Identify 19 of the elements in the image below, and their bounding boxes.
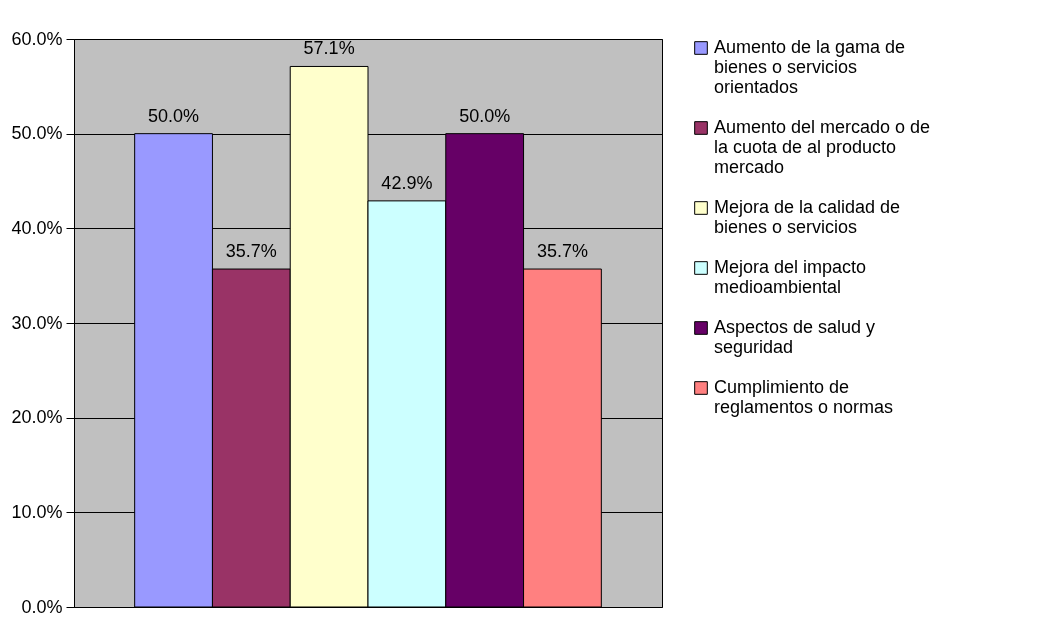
data-label: 42.9%	[381, 172, 433, 193]
y-tick-label: 50.0%	[11, 123, 63, 144]
legend-label: Mejora del impacto medioambiental	[714, 257, 867, 297]
data-label: 50.0%	[459, 105, 511, 126]
legend-label: Mejora de la calidad de bienes o servicios	[714, 197, 901, 237]
data-label: 35.7%	[225, 241, 277, 262]
legend-label: Aspectos de salud y seguridad	[714, 317, 876, 357]
legend-label: Aumento del mercado o de la cuota de al producto mercado	[714, 117, 931, 177]
y-tick-label: 40.0%	[11, 217, 63, 238]
legend-label: Cumplimiento de reglamentos o normas	[714, 377, 894, 417]
data-label: 35.7%	[536, 241, 588, 262]
data-label: 57.1%	[303, 38, 355, 59]
data-label: 50.0%	[148, 105, 200, 126]
legend-label: Aumento de la gama de bienes o servicios orientados	[714, 37, 906, 97]
y-tick-label: 60.0%	[11, 28, 63, 49]
y-tick-label: 10.0%	[11, 501, 63, 522]
y-tick-label: 30.0%	[11, 312, 63, 333]
y-tick-label: 0.0%	[21, 596, 63, 617]
y-tick-label: 20.0%	[11, 407, 63, 428]
